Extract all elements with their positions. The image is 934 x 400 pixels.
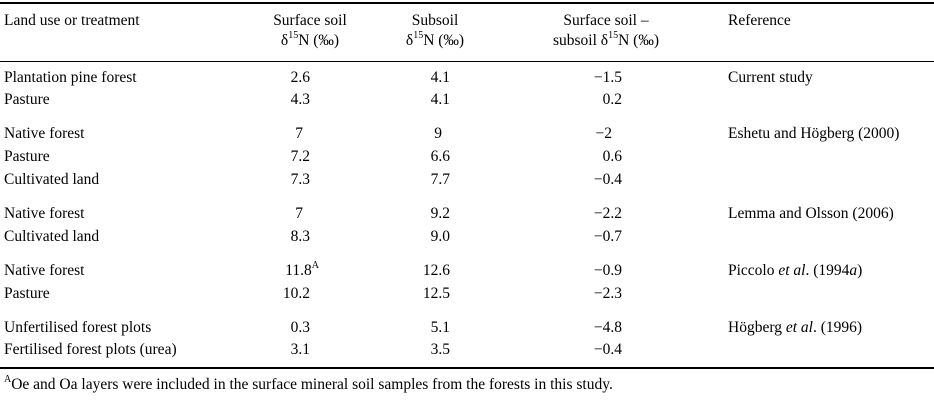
header-land-use: Land use or treatment	[4, 12, 140, 29]
row-reference: Piccolo et al. (1994a)	[728, 262, 863, 279]
top-rule	[0, 2, 934, 4]
row-difference: −0.4	[593, 171, 622, 188]
row-subsoil: 3.5	[430, 341, 450, 358]
row-difference: −0.9	[593, 262, 622, 279]
row-reference: Lemma and Olsson (2006)	[728, 205, 894, 222]
header-subsoil: Subsoil δ15N (‰)	[405, 12, 465, 49]
row-subsoil: 9	[434, 125, 442, 142]
row-surface: 7.2	[290, 148, 310, 165]
row-subsoil: 9.0	[430, 228, 450, 245]
row-difference: 0.6	[602, 148, 622, 165]
row-difference: −0.4	[593, 341, 622, 358]
row-surface: 7.3	[290, 171, 310, 188]
row-land-use: Pasture	[4, 91, 50, 108]
row-land-use: Native forest	[4, 125, 85, 142]
header-difference: Surface soil – subsoil δ15N (‰)	[552, 12, 659, 49]
row-subsoil: 5.1	[430, 319, 450, 336]
row-land-use: Cultivated land	[4, 228, 100, 245]
header-rule	[0, 61, 934, 62]
row-difference: −4.8	[593, 319, 622, 336]
row-difference: −0.7	[593, 228, 622, 245]
row-surface: 4.3	[290, 91, 310, 108]
table-footnote: AOe and Oa layers were included in the s…	[4, 373, 613, 393]
header-surface-soil: Surface soil δ15N (‰)	[273, 12, 347, 49]
row-subsoil: 4.1	[430, 69, 450, 86]
row-difference: 0.2	[602, 91, 622, 108]
row-land-use: Native forest	[4, 205, 85, 222]
header-reference: Reference	[728, 12, 791, 29]
footnote-marker: A	[4, 373, 12, 385]
bottom-rule	[0, 367, 934, 369]
row-subsoil: 12.5	[422, 285, 450, 302]
footnote-marker: A	[311, 259, 319, 271]
row-difference: −1.5	[593, 69, 622, 86]
row-land-use: Cultivated land	[4, 171, 100, 188]
row-surface: 3.1	[290, 341, 310, 358]
row-subsoil: 9.2	[430, 205, 450, 222]
row-surface: 0.3	[290, 319, 310, 336]
row-land-use: Unfertilised forest plots	[4, 319, 152, 336]
row-land-use: Native forest	[4, 262, 85, 279]
row-subsoil: 4.1	[430, 91, 450, 108]
row-subsoil: 6.6	[430, 148, 450, 165]
row-surface: 7	[295, 125, 303, 142]
row-difference: −2.3	[593, 285, 622, 302]
row-land-use: Plantation pine forest	[4, 69, 137, 86]
row-surface: 8.3	[290, 228, 310, 245]
row-difference: −2	[595, 125, 613, 142]
row-surface: 10.2	[282, 285, 310, 302]
row-subsoil: 12.6	[422, 262, 450, 279]
row-reference: Högberg et al. (1996)	[728, 319, 863, 336]
row-land-use: Pasture	[4, 148, 50, 165]
row-subsoil: 7.7	[430, 171, 450, 188]
row-land-use: Pasture	[4, 285, 50, 302]
row-surface: 11.8A	[285, 259, 319, 279]
row-surface: 2.6	[290, 69, 310, 86]
row-difference: −2.2	[593, 205, 622, 222]
row-surface: 7	[295, 205, 303, 222]
row-land-use: Fertilised forest plots (urea)	[4, 341, 177, 358]
row-reference: Current study	[728, 69, 813, 86]
row-reference: Eshetu and Högberg (2000)	[728, 125, 900, 142]
